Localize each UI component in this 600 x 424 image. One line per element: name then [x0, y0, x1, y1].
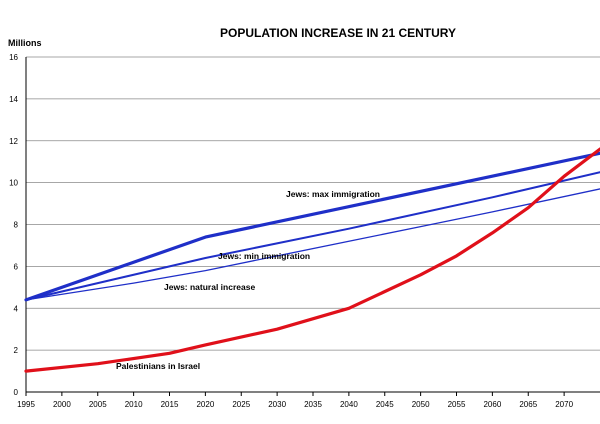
tick-labels: 0 2 4 6 8 10 12 14 16 1995 2000 2005 2010 2015 2020 202…	[9, 53, 573, 409]
series-line-jews-max-immigration	[24, 151, 600, 302]
x-tick-label: 2065	[519, 400, 537, 409]
y-tick-label: 0	[14, 388, 19, 397]
series-line-jews-natural-increase	[25, 188, 600, 301]
series-label-jews-max-immigration: Jews: max immigration	[286, 189, 380, 199]
y-tick-label: 6	[14, 262, 19, 271]
y-tick-label: 10	[9, 179, 18, 188]
x-tick-label: 2030	[268, 400, 286, 409]
series-annotations: Jews: max immigration Jews: min immigrati…	[116, 189, 380, 371]
series-line-palestinians-in-israel	[24, 147, 600, 373]
x-tick-label: 2050	[412, 400, 430, 409]
x-tick-label: 2015	[161, 400, 179, 409]
y-tick-label: 14	[9, 95, 18, 104]
y-tick-label: 12	[9, 137, 18, 146]
x-tick-label: 2010	[125, 400, 143, 409]
y-tick-label: 16	[9, 53, 18, 62]
x-tick-label: 2000	[53, 400, 71, 409]
y-tick-label: 4	[14, 304, 19, 313]
series-lines	[24, 147, 600, 373]
series-line-jews-min-immigration	[25, 171, 600, 301]
x-tick-label: 2045	[376, 400, 394, 409]
x-tick-label: 2070	[555, 400, 573, 409]
axes	[25, 57, 600, 396]
grid-lines	[26, 56, 600, 351]
series-label-jews-min-immigration: Jews: min immigration	[218, 251, 310, 261]
series-label-palestinians-in-israel: Palestinians in Israel	[116, 361, 200, 371]
x-tick-label: 2035	[304, 400, 322, 409]
y-tick-label: 2	[14, 346, 19, 355]
x-tick-label: 2060	[483, 400, 501, 409]
x-tick-label: 2025	[232, 400, 250, 409]
x-tick-label: 2040	[340, 400, 358, 409]
series-label-jews-natural-increase: Jews: natural increase	[164, 282, 255, 292]
y-tick-label: 8	[14, 221, 19, 230]
x-tick-label: 2020	[196, 400, 214, 409]
chart-title: POPULATION INCREASE IN 21 CENTURY	[220, 26, 456, 40]
y-axis-label: Millions	[8, 38, 42, 48]
x-tick-label: 2055	[448, 400, 466, 409]
x-tick-label: 1995	[17, 400, 35, 409]
x-tick-label: 2005	[89, 400, 107, 409]
